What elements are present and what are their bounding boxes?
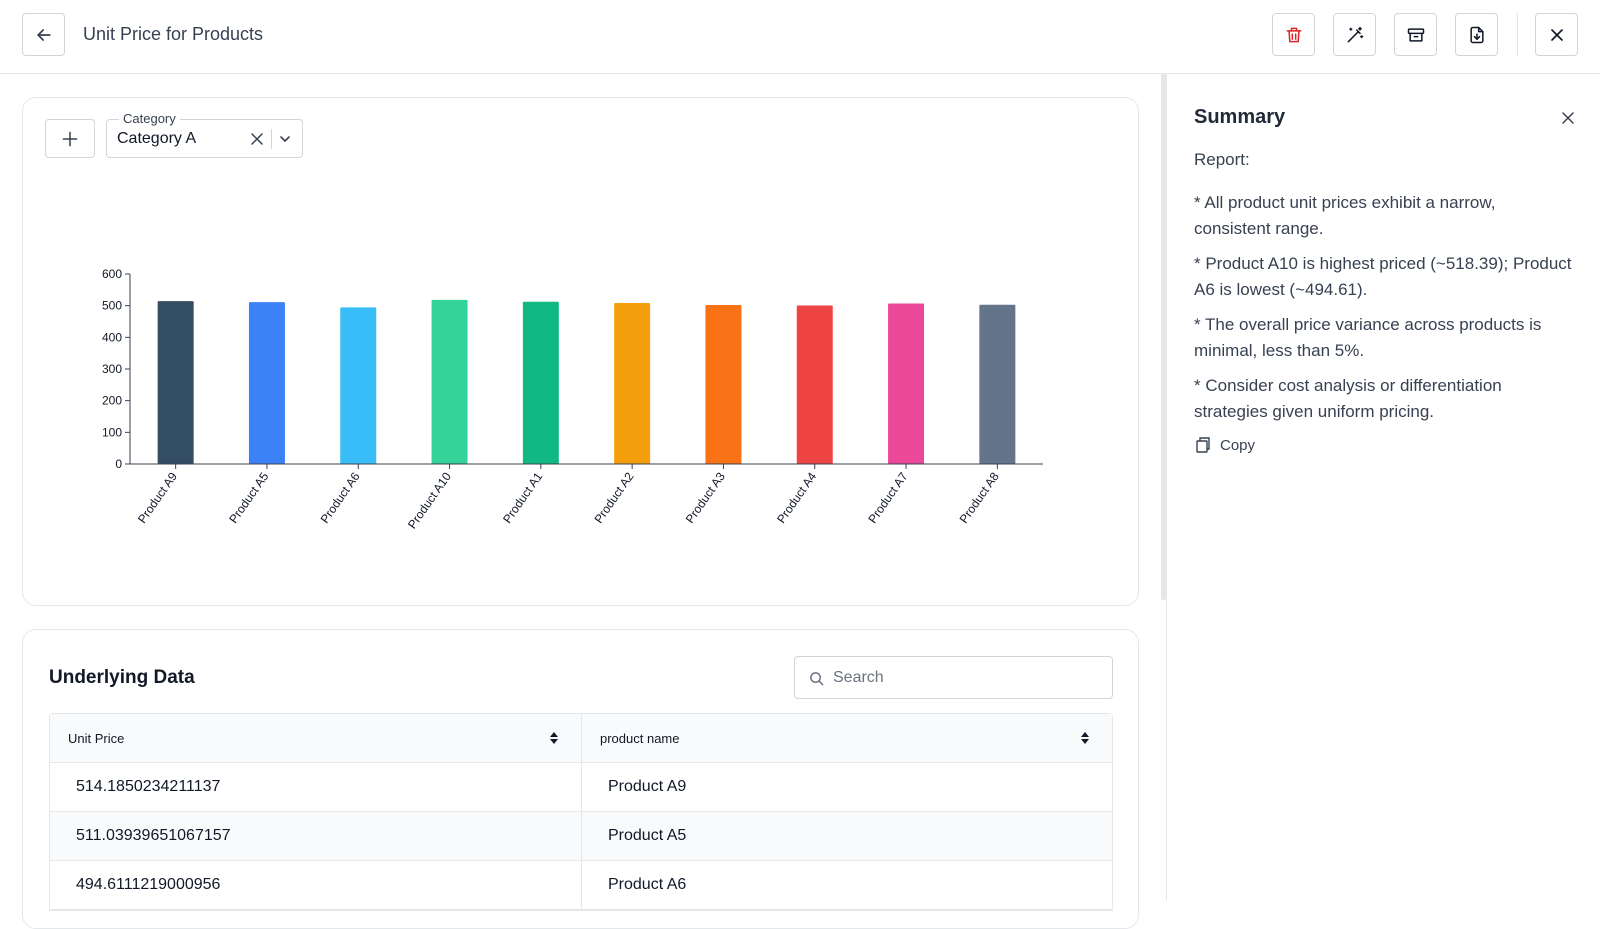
- summary-bullet: * Product A10 is highest priced (~518.39…: [1194, 254, 1572, 299]
- column-header-unit-price[interactable]: Unit Price: [50, 714, 581, 762]
- header-divider: [1517, 13, 1518, 56]
- main-scrollbar[interactable]: [1161, 74, 1166, 600]
- chevron-down-icon[interactable]: [278, 132, 292, 146]
- header-bar: Unit Price for Products: [0, 0, 1600, 74]
- y-tick-label: 300: [102, 362, 122, 376]
- plus-icon: [62, 131, 78, 146]
- bar: [796, 305, 833, 464]
- magic-button[interactable]: [1333, 13, 1376, 56]
- sort-icon[interactable]: [1080, 731, 1090, 745]
- x-tick-label: Product A6: [318, 469, 363, 525]
- x-tick-label: Product A3: [683, 469, 728, 525]
- clear-icon[interactable]: [249, 131, 265, 147]
- arrow-left-icon: [36, 28, 51, 41]
- page-title: Unit Price for Products: [83, 24, 264, 44]
- bar: [431, 299, 468, 464]
- copy-icon: [1196, 437, 1210, 453]
- bar: [340, 307, 377, 464]
- y-tick-label: 400: [102, 330, 122, 344]
- x-tick-label: Product A7: [865, 469, 910, 525]
- main-content: Category Category A 0 100 200 300 400 500 600 …: [0, 74, 1162, 929]
- archive-icon: [1407, 27, 1424, 42]
- x-tick-label: Product A5: [226, 469, 271, 525]
- trash-icon: [1286, 27, 1301, 42]
- bar: [614, 302, 651, 464]
- category-value: Category A: [117, 130, 197, 147]
- bars: [157, 299, 1016, 464]
- chart-card: Category Category A 0 100 200 300 400 500 600 …: [22, 97, 1139, 606]
- y-tick-label: 500: [102, 299, 122, 313]
- bar-chart: 0 100 200 300 400 500 600 Product A9 Product A5…: [102, 267, 1043, 531]
- bar: [157, 301, 194, 464]
- search-input[interactable]: [833, 667, 1103, 689]
- y-tick-label: 200: [102, 394, 122, 408]
- x-tick-label: Product A9: [135, 469, 180, 525]
- x-tick-label: Product A4: [774, 469, 819, 525]
- x-axis: Product A9 Product A5 Product A6 Product A1…: [130, 463, 1043, 531]
- table-row[interactable]: 514.1850234211137 Product A9: [50, 763, 1112, 812]
- copy-button[interactable]: Copy: [1194, 436, 1255, 454]
- data-grid: Unit Price product name 514.185023421113…: [49, 713, 1113, 911]
- report-label: Report:: [1194, 150, 1250, 169]
- y-tick-label: 0: [115, 457, 122, 471]
- summary-bullet: * The overall price variance across prod…: [1194, 315, 1542, 360]
- table-row[interactable]: 511.03939651067157 Product A5: [50, 812, 1112, 861]
- table-title: Underlying Data: [49, 667, 195, 688]
- cell-product-name: Product A6: [581, 861, 1112, 909]
- x-tick-label: Product A8: [957, 469, 1002, 525]
- bar: [888, 303, 925, 464]
- summary-bullet: * All product unit prices exhibit a narr…: [1194, 193, 1496, 238]
- data-table-card: Underlying Data Unit Price product name …: [22, 629, 1139, 929]
- file-download-icon: [1469, 26, 1484, 43]
- delete-button[interactable]: [1272, 13, 1315, 56]
- cell-unit-price: 494.6111219000956: [76, 876, 221, 893]
- y-tick-label: 600: [102, 267, 122, 281]
- summary-bullet: * Consider cost analysis or differentiat…: [1194, 376, 1502, 421]
- column-header-label: product name: [600, 730, 680, 746]
- table-header-row: Unit Price product name: [50, 714, 1112, 763]
- x-tick-label: Product A10: [405, 469, 454, 531]
- bar: [248, 302, 285, 464]
- y-axis: 0 100 200 300 400 500 600: [102, 267, 131, 471]
- close-button[interactable]: [1535, 13, 1578, 56]
- export-button[interactable]: [1455, 13, 1498, 56]
- back-button[interactable]: [22, 13, 65, 56]
- bar: [522, 301, 559, 464]
- x-tick-label: Product A2: [591, 469, 636, 525]
- close-icon: [1550, 28, 1563, 41]
- cell-product-name: Product A5: [581, 812, 1112, 860]
- y-tick-label: 100: [102, 425, 122, 439]
- search-icon: [810, 672, 824, 686]
- add-filter-button[interactable]: [45, 119, 95, 158]
- search-box[interactable]: [794, 656, 1113, 699]
- close-icon[interactable]: [1560, 110, 1576, 126]
- column-header-label: Unit Price: [68, 730, 125, 746]
- select-separator: [271, 129, 272, 149]
- bar: [705, 305, 742, 464]
- copy-label: Copy: [1220, 436, 1256, 454]
- summary-title: Summary: [1194, 106, 1286, 128]
- cell-unit-price: 514.1850234211137: [76, 778, 221, 795]
- summary-panel: Summary Report: * All product unit price…: [1166, 74, 1600, 900]
- category-select[interactable]: Category Category A: [106, 111, 303, 158]
- cell-product-name: Product A9: [581, 763, 1112, 811]
- magic-wand-icon: [1347, 26, 1363, 42]
- sort-icon[interactable]: [549, 731, 559, 745]
- x-tick-label: Product A1: [500, 469, 545, 525]
- column-header-product-name[interactable]: product name: [581, 714, 1112, 762]
- cell-unit-price: 511.03939651067157: [76, 827, 231, 844]
- archive-button[interactable]: [1394, 13, 1437, 56]
- summary-bullets: * All product unit prices exhibit a narr…: [1194, 190, 1574, 434]
- category-label: Category: [119, 111, 180, 126]
- table-row[interactable]: 494.6111219000956 Product A6: [50, 861, 1112, 910]
- bar: [979, 304, 1016, 464]
